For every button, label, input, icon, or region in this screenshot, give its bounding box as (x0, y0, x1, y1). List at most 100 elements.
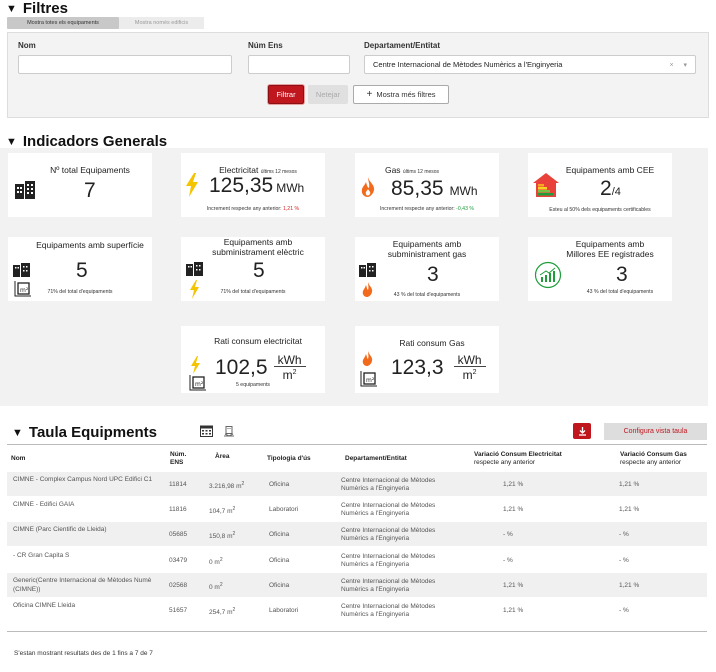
gas-note: Increment respecte any anterior: (379, 206, 455, 212)
col-header-typology[interactable]: Tipologia d'ús (267, 455, 311, 462)
indicators-panel: Nº total Equipaments 7 Electricitat últi… (0, 148, 708, 406)
toggle-all-equipments[interactable]: Mostra totes els equipaments (7, 17, 119, 29)
ee-value: 3 (616, 263, 628, 286)
calendar-icon[interactable] (200, 425, 213, 437)
building-filter-icon[interactable] (224, 426, 234, 437)
flame-icon (361, 177, 375, 197)
col-header-ens-1: Núm. (170, 451, 187, 458)
electricity-period: últims 12 mesos (260, 169, 297, 175)
gas-note-wrap: Increment respecte any anterior: -0,43 % (355, 206, 499, 212)
elec-ratio-unit-den: m (282, 368, 293, 382)
ens-input[interactable] (248, 55, 350, 74)
configure-table-button[interactable]: Configura vista taula (604, 423, 707, 440)
gas-ratio-unit: kWh m2 (453, 353, 486, 382)
cell-dept-1: Centre Internacional de Mètodes (341, 578, 436, 585)
cell-area-exp: 2 (232, 506, 236, 512)
cell-area: 0 m2 (209, 582, 223, 592)
filter-button[interactable]: Filtrar (268, 85, 304, 104)
cell-area: 254,7 m2 (209, 607, 235, 617)
cell-dept-2: Numèrics a l'Enginyeria (341, 485, 410, 492)
cell-name: CIMNE - Complex Campus Nord UPC Edifici … (13, 476, 153, 483)
col-header-area[interactable]: Àrea (215, 453, 230, 460)
collapse-triangle-icon[interactable]: ▼ (6, 2, 17, 15)
table-row[interactable]: Oficina CIMNE Lleida 51657 254,7 m2 Laborat… (7, 598, 707, 622)
download-button[interactable] (573, 423, 591, 439)
table-row[interactable]: CIMNE - Complex Campus Nord UPC Edifici … (7, 472, 707, 496)
cell-typology: Oficina (269, 531, 290, 538)
card-electricity: Electricitat últims 12 mesos 125,35 MWh I… (181, 153, 325, 217)
cell-area-value: 150,8 m (209, 533, 233, 541)
col-header-ens[interactable]: Núm. ENS (170, 451, 186, 466)
indicators-section-title[interactable]: ▼ Indicadors Generals (6, 133, 167, 150)
gas-ratio-unit-num: kWh (457, 353, 482, 367)
col-header-name[interactable]: Nom (11, 455, 26, 462)
cell-typology: Oficina (269, 557, 290, 564)
col-header-dept[interactable]: Departament/Entitat (345, 455, 407, 462)
gas-value: 85,35 (391, 177, 444, 200)
cell-name: Generic(Centre Internacional de Mètodes … (13, 577, 152, 584)
cell-area-value: 104,7 m (209, 508, 233, 516)
lightning-icon (186, 173, 198, 197)
improvement-chart-icon (534, 261, 562, 289)
table-row[interactable]: CIMNE (Parc Cientific de Lleida) 05685 150… (7, 522, 707, 546)
svg-text:m²: m² (195, 381, 204, 388)
gas-delta: -0,43 % (456, 206, 475, 212)
cell-elec-delta: 1,21 % (503, 506, 524, 513)
elec-supply-note: 71% del total d'equipaments (220, 289, 286, 295)
card-electricity-title: Electricitat últims 12 mesos (191, 166, 325, 177)
col-header-gas[interactable]: Variació Consum Gas respecte any anterior (620, 451, 687, 466)
more-filters-button[interactable]: + Mostra més filtres (353, 85, 449, 104)
card-cee: Equipaments amb CEE 2/4 Esteu al 50% del… (528, 153, 672, 217)
collapse-triangle-icon[interactable]: ▼ (12, 426, 23, 439)
cell-area-value: 0 m (209, 559, 220, 567)
table-section-title[interactable]: ▼ Taula Equipments (12, 424, 157, 441)
gas-ratio-unit-den: m (462, 368, 473, 382)
cell-dept-1: Centre Internacional de Mètodes (341, 502, 436, 509)
name-label: Nom (18, 41, 36, 50)
dept-select[interactable]: Centre Internacional de Mètodes Numèrics… (364, 55, 696, 74)
surface-note: 71% del total d'equipaments (47, 289, 113, 295)
card-gas-title: Gas últims 12 mesos (325, 166, 499, 177)
clear-x-icon[interactable]: × (669, 61, 674, 69)
electricity-note-wrap: Increment respecte any anterior: 1,21 % (181, 206, 325, 212)
cell-gas-delta: - % (619, 607, 629, 614)
clear-button[interactable]: Netejar (308, 85, 348, 104)
cell-elec-delta: 1,21 % (503, 607, 524, 614)
name-input[interactable] (18, 55, 232, 74)
table-header-divider (7, 444, 707, 445)
cell-area: 150,8 m2 (209, 531, 235, 541)
filter-panel: Nom Núm Ens Departament/Entitat Centre I… (7, 32, 709, 118)
cell-name: - CR Gran Capita S (13, 552, 70, 559)
gas-ratio-label: Rati consum Gas (399, 338, 465, 348)
col-header-elec[interactable]: Variació Consum Electricitat respecte any… (474, 451, 562, 466)
svg-text:m²: m² (366, 377, 375, 384)
download-icon (578, 426, 586, 436)
ens-label: Núm Ens (248, 41, 283, 50)
cell-dept-2: Numèrics a l'Enginyeria (341, 510, 410, 517)
table-footer-divider (7, 631, 707, 632)
card-elec-supply: Equipaments amb subministrament elèctric… (181, 237, 325, 301)
lightning-area-icon: m² (189, 356, 206, 391)
cee-value: 2 (600, 177, 612, 200)
elec-ratio-unit: kWh m2 (273, 354, 306, 382)
table-row[interactable]: CIMNE - Edifici GAIA 11816 104,7 m2 Laborat… (7, 497, 707, 521)
toggle-only-buildings[interactable]: Mostra només edificis (119, 17, 204, 29)
cee-value-wrap: 2/4 (600, 177, 621, 201)
ee-label-1: Equipaments amb (575, 239, 645, 249)
cell-gas-delta: - % (619, 557, 629, 564)
elec-supply-value: 5 (253, 259, 265, 282)
cell-name: Oficina CIMNE Lleida (13, 602, 76, 609)
indicators-title-text: Indicadors Generals (22, 133, 168, 150)
card-total-value: 7 (84, 179, 96, 202)
chevron-down-icon[interactable]: ▾ (683, 61, 687, 69)
cell-gas-delta: - % (619, 531, 629, 538)
cell-name: CIMNE - Edifici GAIA (13, 501, 75, 508)
card-gas-ratio: Rati consum Gas m² 123,3 kWh m2 (355, 326, 499, 393)
plus-icon: + (366, 89, 373, 100)
collapse-triangle-icon[interactable]: ▼ (6, 135, 17, 148)
electricity-note: Increment respecte any anterior: (206, 206, 282, 212)
table-row[interactable]: - CR Gran Capita S 03479 0 m2 Oficina Centre… (7, 548, 707, 572)
filters-section-title[interactable]: ▼ Filtres (6, 0, 68, 17)
table-row[interactable]: Generic(Centre Internacional de Mètodes … (7, 573, 707, 597)
cell-area-exp: 2 (241, 481, 245, 487)
